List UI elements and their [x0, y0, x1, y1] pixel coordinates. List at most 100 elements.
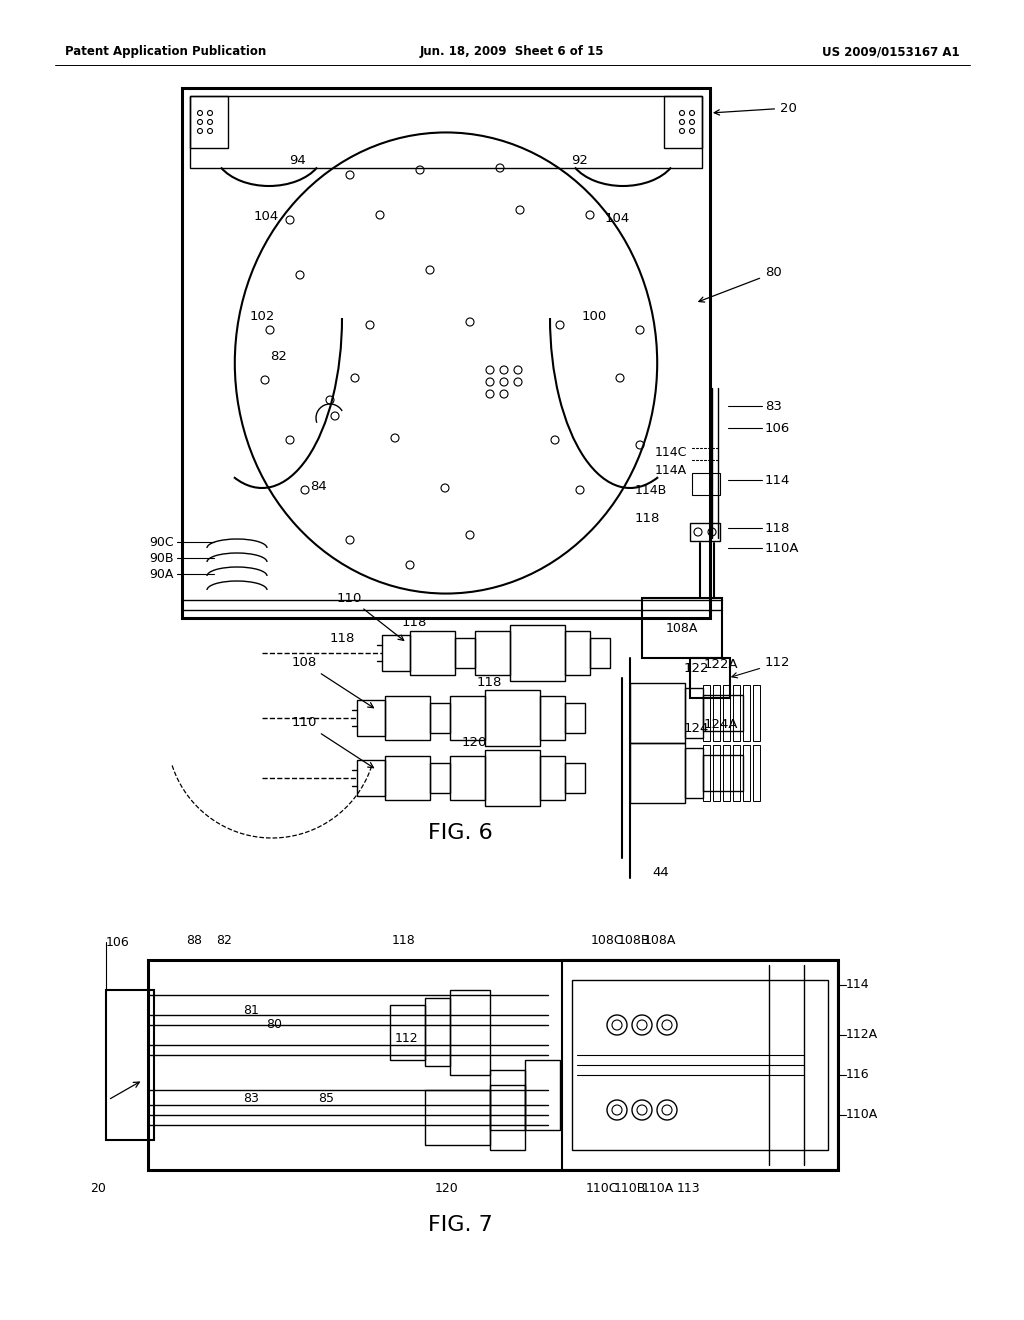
Text: 122: 122 [684, 661, 710, 675]
Bar [703, 744, 710, 801]
Text: 108B: 108B [617, 933, 650, 946]
Bar [190, 96, 228, 148]
Bar [510, 624, 565, 681]
Text: 114: 114 [846, 978, 869, 991]
Bar [565, 704, 585, 733]
Bar [723, 744, 730, 801]
Bar [703, 755, 743, 791]
Bar [630, 743, 685, 803]
Bar [485, 690, 540, 746]
Text: 20: 20 [90, 1181, 105, 1195]
Text: 112: 112 [732, 656, 791, 678]
Text: 114: 114 [765, 474, 791, 487]
Bar [713, 685, 720, 741]
Bar [565, 763, 585, 793]
Bar [743, 685, 750, 741]
Bar [685, 688, 703, 738]
Text: 92: 92 [571, 153, 589, 166]
Text: 44: 44 [652, 866, 669, 879]
Bar [565, 631, 590, 675]
Bar [450, 696, 485, 741]
Text: Jun. 18, 2009  Sheet 6 of 15: Jun. 18, 2009 Sheet 6 of 15 [420, 45, 604, 58]
Bar [148, 960, 838, 1170]
Text: 120: 120 [462, 737, 487, 750]
Bar [540, 756, 565, 800]
Text: 80: 80 [699, 267, 781, 302]
Bar [489, 1071, 524, 1130]
Text: 118: 118 [477, 676, 503, 689]
Text: 90A: 90A [150, 568, 174, 581]
Bar [385, 756, 430, 800]
Bar [182, 88, 710, 618]
Text: FIG. 7: FIG. 7 [428, 1214, 493, 1236]
Bar [690, 523, 720, 541]
Text: 110A: 110A [846, 1109, 879, 1122]
Bar [455, 638, 475, 668]
Bar [489, 1085, 524, 1150]
Text: 110: 110 [292, 717, 374, 768]
Bar [562, 960, 838, 1170]
Bar [664, 96, 702, 148]
Text: 120: 120 [434, 1181, 459, 1195]
Bar [540, 696, 565, 741]
Text: 104: 104 [605, 211, 630, 224]
Bar [642, 598, 722, 657]
Bar [630, 682, 685, 743]
Bar [590, 638, 610, 668]
Text: 20: 20 [714, 102, 797, 115]
Text: 106: 106 [106, 936, 130, 949]
Text: US 2009/0153167 A1: US 2009/0153167 A1 [822, 45, 961, 58]
Text: 90C: 90C [150, 536, 174, 549]
Text: 112: 112 [394, 1031, 418, 1044]
Text: 85: 85 [318, 1092, 334, 1105]
Text: 100: 100 [582, 309, 607, 322]
Text: 104: 104 [254, 210, 280, 223]
Text: 82: 82 [270, 350, 287, 363]
Text: 83: 83 [243, 1092, 259, 1105]
Text: 116: 116 [846, 1068, 869, 1081]
Text: 112A: 112A [846, 1028, 879, 1041]
Bar [385, 696, 430, 741]
Bar [692, 473, 720, 495]
Text: 106: 106 [765, 421, 791, 434]
Bar [190, 96, 702, 168]
Text: 82: 82 [216, 933, 231, 946]
Bar [733, 744, 740, 801]
Text: 118: 118 [635, 511, 660, 524]
Text: Patent Application Publication: Patent Application Publication [65, 45, 266, 58]
Bar [450, 990, 489, 1074]
Text: 102: 102 [250, 309, 275, 322]
Text: 83: 83 [765, 400, 782, 412]
Text: 80: 80 [266, 1019, 282, 1031]
Bar [389, 1005, 425, 1060]
Bar [430, 763, 450, 793]
Text: 114B: 114B [635, 483, 668, 496]
Bar [357, 700, 385, 737]
Bar [450, 756, 485, 800]
Bar [753, 744, 760, 801]
Bar [357, 760, 385, 796]
Bar [425, 1090, 489, 1144]
Bar [485, 750, 540, 807]
Text: 113: 113 [677, 1181, 700, 1195]
Text: 118: 118 [391, 933, 415, 946]
Text: 124A: 124A [705, 718, 738, 731]
Bar [475, 631, 510, 675]
Text: 108: 108 [292, 656, 374, 708]
Text: 114C: 114C [655, 446, 687, 459]
Bar [524, 1060, 559, 1130]
Bar [690, 657, 730, 698]
Text: 108C: 108C [591, 933, 624, 946]
Text: 108A: 108A [666, 622, 698, 635]
Bar [713, 744, 720, 801]
Bar [733, 685, 740, 741]
Text: 124: 124 [684, 722, 710, 734]
Bar [703, 685, 710, 741]
Text: 110A: 110A [765, 541, 800, 554]
Bar [430, 704, 450, 733]
Text: 108A: 108A [644, 933, 676, 946]
Text: 110A: 110A [642, 1181, 674, 1195]
Bar [572, 979, 828, 1150]
Text: 90B: 90B [150, 552, 174, 565]
Bar [685, 748, 703, 799]
